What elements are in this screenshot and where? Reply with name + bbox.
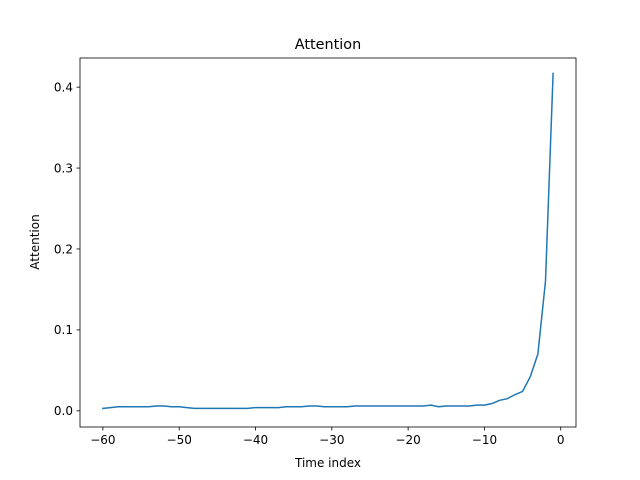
y-tick-label: 0.4 <box>54 80 73 94</box>
plot-series <box>102 72 554 410</box>
y-axis-ticks: 0.0 0.1 0.2 0.3 0.4 <box>54 80 80 418</box>
series-line-0 <box>102 72 554 410</box>
x-tick-label: −60 <box>90 433 115 447</box>
x-tick-label: −50 <box>167 433 192 447</box>
x-tick-label: 0 <box>557 433 565 447</box>
x-axis-label: Time index <box>294 456 361 470</box>
plot-frame <box>79 57 577 428</box>
chart-title: Attention <box>295 37 361 53</box>
x-axis-ticks: −60 −50 −40 −30 −20 −10 0 <box>90 427 565 447</box>
y-tick-label: 0.3 <box>54 161 73 175</box>
y-tick-label: 0.2 <box>54 242 73 256</box>
x-tick-label: −20 <box>395 433 420 447</box>
y-tick-label: 0.0 <box>54 404 73 418</box>
y-axis-label: Attention <box>28 214 42 269</box>
x-tick-label: −10 <box>472 433 497 447</box>
y-tick-label: 0.1 <box>54 323 73 337</box>
x-tick-label: −40 <box>243 433 268 447</box>
x-tick-label: −30 <box>319 433 344 447</box>
